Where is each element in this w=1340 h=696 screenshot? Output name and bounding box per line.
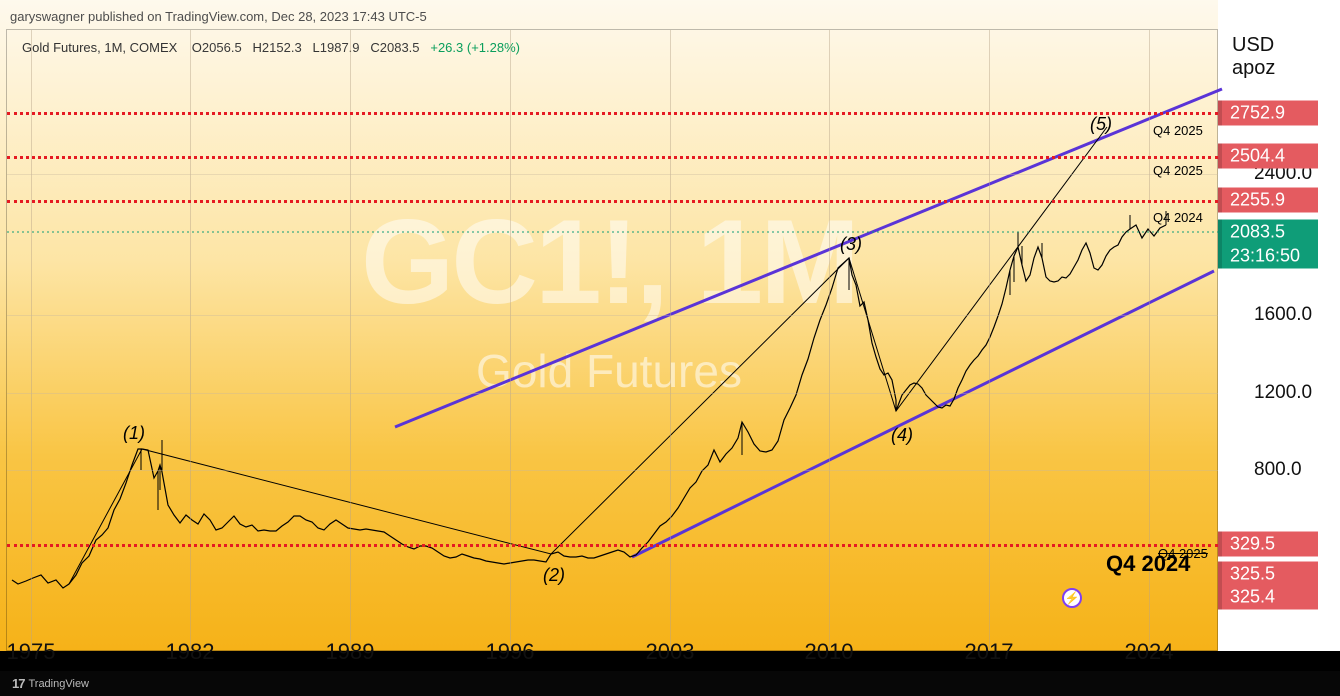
x-axis-label[interactable]: 1982 <box>166 639 215 665</box>
y-axis-label[interactable]: 1200.0 <box>1254 382 1312 404</box>
gridline-horizontal <box>7 315 1218 316</box>
x-axis-label[interactable]: 1989 <box>326 639 375 665</box>
price-axis-tag[interactable]: 2752.9 <box>1218 101 1318 126</box>
close-label: C <box>370 40 379 55</box>
price-axis-tag[interactable]: 329.5 <box>1218 532 1318 557</box>
time-annotation[interactable]: Q4 2025 <box>1153 163 1203 178</box>
x-axis-label[interactable]: 2024 <box>1125 639 1174 665</box>
price-target-line[interactable] <box>7 156 1218 159</box>
price-axis-tag[interactable]: 2255.9 <box>1218 188 1318 213</box>
elliott-wave-label[interactable]: (5) <box>1090 114 1112 135</box>
high-value: 2152.3 <box>262 40 302 55</box>
gridline-horizontal <box>7 393 1218 394</box>
time-annotation[interactable]: Q4 2025 <box>1153 123 1203 138</box>
chart-container: garyswagner published on TradingView.com… <box>0 0 1340 696</box>
x-axis-label[interactable]: 2003 <box>646 639 695 665</box>
elliott-wave-label[interactable]: (3) <box>840 234 862 255</box>
x-axis-label[interactable]: 1975 <box>7 639 56 665</box>
footer-bar: 17 TradingView <box>0 671 1340 696</box>
low-label: L <box>313 40 320 55</box>
y-axis-label[interactable]: 800.0 <box>1254 459 1302 481</box>
price-target-line[interactable] <box>7 200 1218 203</box>
y-axis-label[interactable]: 1600.0 <box>1254 304 1312 326</box>
tradingview-logo-icon: 17 <box>12 676 24 691</box>
price-axis-tag[interactable]: 325.4 <box>1218 585 1318 610</box>
time-annotation[interactable]: Q4 2024 <box>1106 551 1190 577</box>
gridline-vertical <box>989 30 990 651</box>
low-value: 1987.9 <box>320 40 360 55</box>
x-axis-label[interactable]: 2017 <box>965 639 1014 665</box>
gridline-vertical <box>190 30 191 651</box>
x-axis-label[interactable]: 2010 <box>805 639 854 665</box>
elliott-wave-label[interactable]: (1) <box>123 423 145 444</box>
price-target-line[interactable] <box>7 544 1218 547</box>
x-axis-label[interactable]: 1996 <box>486 639 535 665</box>
close-value: 2083.5 <box>380 40 420 55</box>
time-annotation[interactable]: Q4 2024 <box>1153 210 1203 225</box>
gridline-vertical <box>670 30 671 651</box>
ohlc-legend[interactable]: Gold Futures, 1M, COMEX O2056.5 H2152.3 … <box>22 40 520 55</box>
price-axis-tag[interactable]: 2083.5 <box>1218 220 1318 245</box>
y-axis-unit: USD apoz <box>1232 34 1275 80</box>
gridline-horizontal <box>7 174 1218 175</box>
price-axis-tag[interactable]: 2504.4 <box>1218 144 1318 169</box>
gridline-vertical <box>350 30 351 651</box>
gridline-vertical <box>829 30 830 651</box>
price-axis-tag[interactable]: 23:16:50 <box>1218 244 1318 269</box>
y-axis-unit-1: USD <box>1232 34 1275 57</box>
lightning-icon[interactable]: ⚡ <box>1062 588 1082 608</box>
chart-plot-area[interactable] <box>0 0 1218 651</box>
change-abs: +26.3 <box>430 40 463 55</box>
open-value: 2056.5 <box>202 40 242 55</box>
gridline-vertical <box>510 30 511 651</box>
elliott-wave-label[interactable]: (4) <box>891 425 913 446</box>
gridline-horizontal <box>7 470 1218 471</box>
publish-info: garyswagner published on TradingView.com… <box>10 9 427 24</box>
symbol-line[interactable]: Gold Futures, 1M, COMEX <box>22 40 177 55</box>
change-pct: (+1.28%) <box>467 40 520 55</box>
gridline-vertical <box>31 30 32 651</box>
footer-brand[interactable]: TradingView <box>28 678 89 690</box>
elliott-wave-label[interactable]: (2) <box>543 565 565 586</box>
price-target-line[interactable] <box>7 112 1218 115</box>
open-label: O <box>192 40 202 55</box>
high-label: H <box>253 40 262 55</box>
price-axis-tag[interactable]: 325.5 <box>1218 562 1318 587</box>
y-axis-unit-2: apoz <box>1232 57 1275 80</box>
